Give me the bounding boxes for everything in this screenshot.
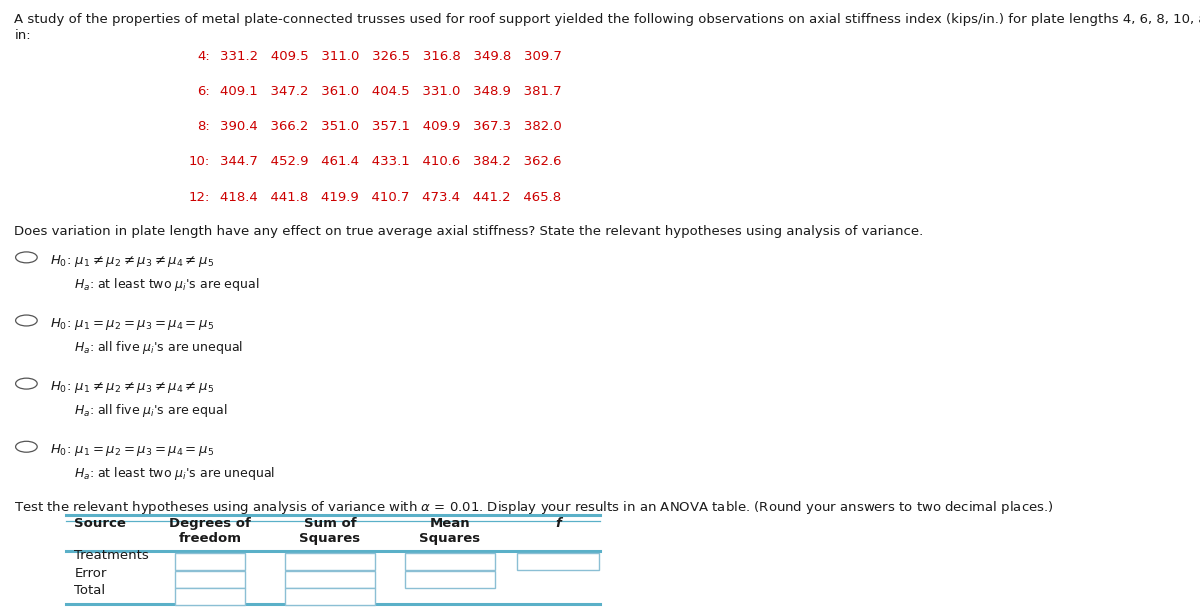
Text: 8:: 8:	[197, 120, 210, 133]
Text: Sum of
Squares: Sum of Squares	[300, 517, 360, 545]
Text: $H_0$: $\mu_1 \neq \mu_2 \neq \mu_3 \neq \mu_4 \neq \mu_5$: $H_0$: $\mu_1 \neq \mu_2 \neq \mu_3 \neq…	[50, 379, 215, 395]
Text: Total: Total	[74, 583, 106, 597]
Text: f: f	[556, 517, 560, 530]
Text: $H_a$: all five $\mu_i$'s are unequal: $H_a$: all five $\mu_i$'s are unequal	[74, 339, 244, 356]
Text: $H_0$: $\mu_1 = \mu_2 = \mu_3 = \mu_4 = \mu_5$: $H_0$: $\mu_1 = \mu_2 = \mu_3 = \mu_4 = …	[50, 316, 215, 331]
Text: 12:: 12:	[188, 191, 210, 203]
Text: 344.7   452.9   461.4   433.1   410.6   384.2   362.6: 344.7 452.9 461.4 433.1 410.6 384.2 362.…	[220, 155, 562, 168]
Text: $H_a$: at least two $\mu_i$'s are equal: $H_a$: at least two $\mu_i$'s are equal	[74, 276, 260, 293]
Text: Degrees of
freedom: Degrees of freedom	[169, 517, 251, 545]
Text: $H_0$: $\mu_1 = \mu_2 = \mu_3 = \mu_4 = \mu_5$: $H_0$: $\mu_1 = \mu_2 = \mu_3 = \mu_4 = …	[50, 442, 215, 458]
Text: A study of the properties of metal plate-connected trusses used for roof support: A study of the properties of metal plate…	[14, 13, 1200, 26]
Text: Source: Source	[74, 517, 126, 530]
Text: 409.1   347.2   361.0   404.5   331.0   348.9   381.7: 409.1 347.2 361.0 404.5 331.0 348.9 381.…	[220, 85, 562, 98]
Text: Treatments: Treatments	[74, 549, 149, 562]
Text: 6:: 6:	[197, 85, 210, 98]
Text: 4:: 4:	[197, 50, 210, 63]
Text: $H_a$: all five $\mu_i$'s are equal: $H_a$: all five $\mu_i$'s are equal	[74, 402, 228, 419]
Text: Mean
Squares: Mean Squares	[420, 517, 480, 545]
Text: in:: in:	[14, 29, 31, 42]
Text: Does variation in plate length have any effect on true average axial stiffness? : Does variation in plate length have any …	[14, 225, 924, 237]
Text: $H_0$: $\mu_1 \neq \mu_2 \neq \mu_3 \neq \mu_4 \neq \mu_5$: $H_0$: $\mu_1 \neq \mu_2 \neq \mu_3 \neq…	[50, 253, 215, 268]
Text: 10:: 10:	[188, 155, 210, 168]
Text: $H_a$: at least two $\mu_i$'s are unequal: $H_a$: at least two $\mu_i$'s are unequa…	[74, 465, 276, 482]
Text: 418.4   441.8   419.9   410.7   473.4   441.2   465.8: 418.4 441.8 419.9 410.7 473.4 441.2 465.…	[220, 191, 560, 203]
Text: 331.2   409.5   311.0   326.5   316.8   349.8   309.7: 331.2 409.5 311.0 326.5 316.8 349.8 309.…	[220, 50, 562, 63]
Text: Error: Error	[74, 566, 107, 580]
Text: Test the relevant hypotheses using analysis of variance with $\alpha$ = 0.01. Di: Test the relevant hypotheses using analy…	[14, 499, 1054, 516]
Text: 390.4   366.2   351.0   357.1   409.9   367.3   382.0: 390.4 366.2 351.0 357.1 409.9 367.3 382.…	[220, 120, 562, 133]
